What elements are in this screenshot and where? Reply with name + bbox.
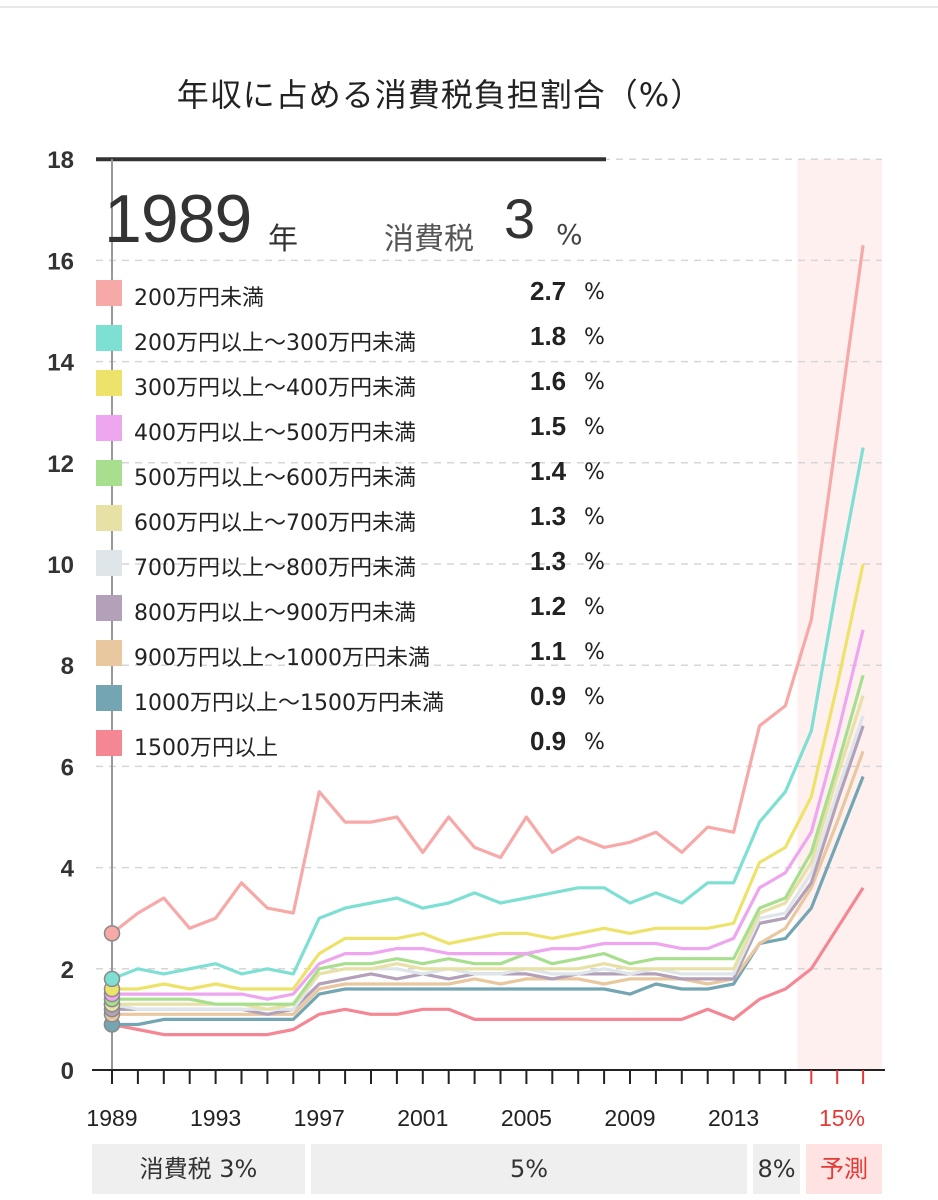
top-divider	[0, 6, 938, 8]
legend-label: 600万円以上～700万円未満	[134, 511, 416, 536]
x-tick-label: 2013	[708, 1105, 759, 1131]
legend-label: 300万円以上～400万円未満	[134, 376, 416, 401]
legend-swatch	[96, 685, 122, 711]
legend-label: 900万円以上～1000万円未満	[134, 646, 430, 671]
y-tick-label: 0	[61, 1058, 74, 1085]
x-tick-label: 1993	[190, 1105, 241, 1131]
legend-swatch	[96, 640, 122, 666]
legend-item: 600万円以上～700万円未満 1.3%	[96, 501, 616, 546]
legend-unit: %	[584, 370, 605, 395]
forecast-tick-label: 15%	[819, 1105, 865, 1131]
legend-value: 0.9	[530, 726, 567, 756]
legend-swatch	[96, 415, 122, 441]
legend-swatch	[96, 460, 122, 486]
legend-swatch	[96, 280, 122, 306]
legend-label: 200万円以上～300万円未満	[134, 331, 416, 356]
y-tick-label: 2	[61, 957, 74, 984]
current-year: 1989	[104, 181, 252, 257]
legend-label: 200万円未満	[134, 286, 264, 311]
x-tick-label: 2001	[397, 1105, 448, 1131]
legend-unit: %	[584, 505, 605, 530]
legend-swatch	[96, 550, 122, 576]
chart-title: 年収に占める消費税負担割合（%）	[176, 76, 704, 114]
legend-value: 1.5	[530, 411, 567, 441]
legend-label: 800万円以上～900万円未満	[134, 601, 416, 626]
series-line	[112, 674, 865, 1006]
y-tick-label: 10	[47, 552, 74, 579]
series-line	[111, 715, 865, 1011]
period-8pct: 8%	[753, 1144, 800, 1194]
y-tick-label: 18	[47, 147, 74, 174]
legend-value: 2.7	[530, 276, 567, 306]
y-tick-label: 14	[47, 350, 74, 377]
legend-value: 1.6	[530, 366, 567, 396]
x-tick-label: 2009	[604, 1105, 655, 1131]
data-point	[103, 925, 121, 942]
legend-item: 200万円未満 2.7%	[96, 276, 616, 321]
legend-item: 200万円以上～300万円未満 1.8%	[96, 321, 616, 366]
legend-value: 1.2	[530, 591, 567, 621]
legend-unit: %	[584, 280, 605, 305]
legend-swatch	[96, 730, 122, 756]
legend-value: 1.1	[530, 636, 567, 666]
period-3pct: 消費税 3%	[92, 1144, 305, 1194]
legend-swatch	[96, 370, 122, 396]
legend-item: 1000万円以上～1500万円未満 0.9%	[96, 681, 616, 726]
legend-swatch	[96, 595, 122, 621]
legend-unit: %	[584, 595, 605, 620]
legend-label: 400万円以上～500万円未満	[134, 421, 416, 446]
legend-item: 300万円以上～400万円未満 1.6%	[96, 366, 616, 411]
period-5pct: 5%	[311, 1144, 747, 1194]
legend-item: 800万円以上～900万円未満 1.2%	[96, 591, 616, 636]
series-line	[111, 447, 865, 981]
legend-unit: %	[584, 640, 605, 665]
legend-unit: %	[584, 325, 605, 350]
legend-unit: %	[584, 415, 605, 440]
series-line	[111, 886, 865, 1037]
legend-item: 500万円以上～600万円未満 1.4%	[96, 456, 616, 501]
y-tick-label: 12	[47, 451, 74, 478]
legend: 200万円未満 2.7% 200万円以上～300万円未満 1.8% 300万円以上～40…	[96, 276, 616, 771]
legend-label: 1000万円以上～1500万円未満	[134, 691, 444, 716]
legend-unit: %	[584, 685, 605, 710]
x-tick-label: 2005	[501, 1105, 552, 1131]
legend-item: 900万円以上～1000万円未満 1.1%	[96, 636, 616, 681]
legend-item: 1500万円以上 0.9%	[96, 726, 616, 771]
data-point	[103, 970, 121, 988]
x-tick-label: 1997	[294, 1105, 345, 1131]
legend-item: 400万円以上～500万円未満 1.5%	[96, 411, 616, 456]
tax-rate: 3	[504, 187, 536, 250]
legend-value: 1.8	[530, 321, 567, 351]
legend-unit: %	[584, 730, 605, 755]
legend-item: 700万円以上～800万円未満 1.3%	[96, 546, 616, 591]
series-line	[112, 775, 865, 1027]
legend-unit: %	[584, 460, 605, 485]
legend-label: 500万円以上～600万円未満	[134, 466, 416, 491]
x-tick-label: 1989	[86, 1105, 137, 1131]
period-forecast: 予測	[806, 1144, 882, 1194]
legend-label: 1500万円以上	[134, 736, 278, 761]
forecast-region	[797, 159, 882, 1070]
legend-label: 700万円以上～800万円未満	[134, 556, 416, 581]
legend-value: 1.3	[530, 501, 567, 531]
tax-unit: %	[556, 218, 583, 251]
legend-value: 0.9	[530, 681, 567, 711]
series-line	[112, 563, 865, 991]
legend-value: 1.4	[530, 456, 567, 486]
tax-label: 消費税	[384, 222, 474, 257]
legend-swatch	[96, 505, 122, 531]
legend-unit: %	[584, 550, 605, 575]
series-line	[112, 629, 865, 1001]
series-line	[111, 244, 865, 935]
y-tick-label: 4	[61, 856, 75, 883]
legend-swatch	[96, 325, 122, 351]
y-tick-label: 6	[61, 754, 74, 781]
y-tick-label: 8	[61, 653, 74, 680]
legend-value: 1.3	[530, 546, 567, 576]
y-tick-label: 16	[47, 248, 74, 275]
year-unit: 年	[268, 222, 298, 257]
